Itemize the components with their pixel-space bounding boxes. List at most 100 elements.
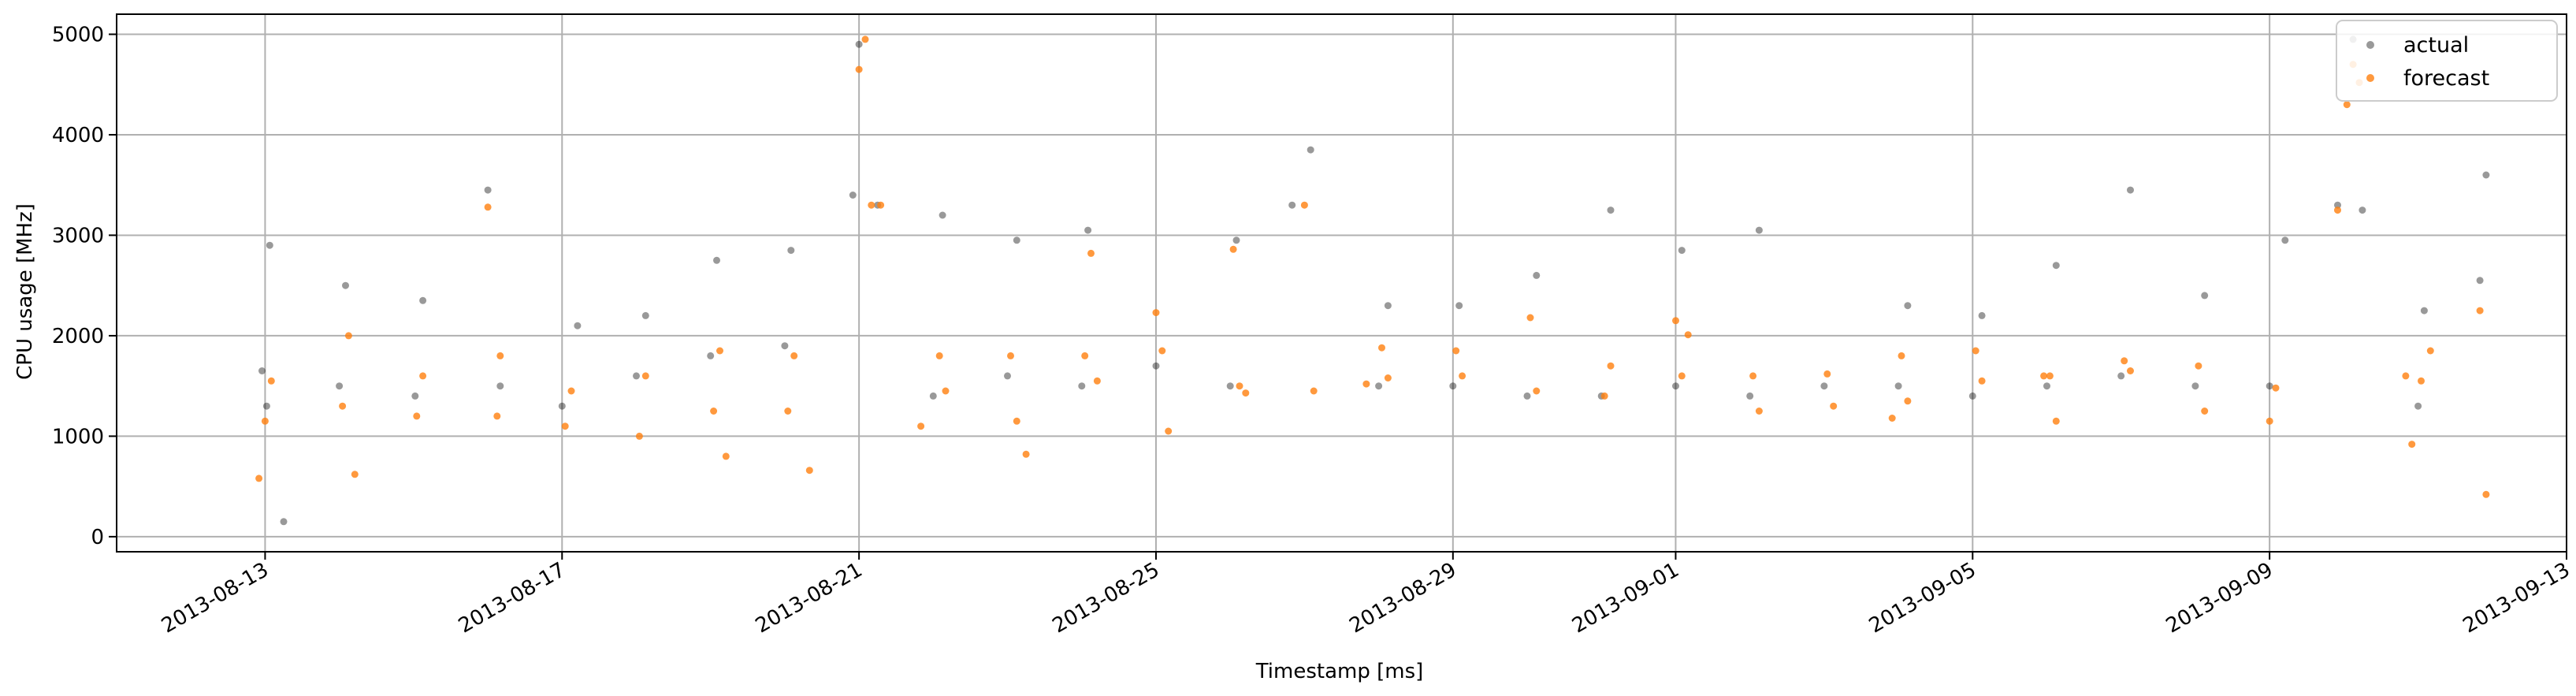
- forecast-point: [1526, 314, 1534, 322]
- actual-point: [484, 186, 492, 194]
- forecast-point: [784, 408, 792, 415]
- forecast-point: [1678, 372, 1686, 380]
- actual-point: [2414, 402, 2422, 410]
- actual-point: [336, 382, 344, 390]
- actual-point: [2420, 307, 2428, 315]
- actual-point: [1384, 302, 1392, 310]
- actual-point: [781, 342, 789, 350]
- y-axis-title: CPU usage [MHz]: [13, 203, 37, 380]
- forecast-point: [710, 408, 718, 415]
- forecast-point: [339, 402, 347, 410]
- actual-point: [1449, 382, 1457, 390]
- forecast-point: [1007, 352, 1014, 359]
- forecast-point: [1229, 245, 1237, 253]
- forecast-point: [641, 372, 649, 380]
- forecast-point: [2482, 490, 2490, 498]
- actual-point: [1746, 392, 1754, 400]
- actual-point: [1978, 311, 1986, 319]
- forecast-point: [1600, 392, 1608, 400]
- forecast-point: [2272, 384, 2280, 392]
- forecast-point: [1972, 347, 1979, 355]
- actual-point: [258, 367, 266, 374]
- actual-point: [2052, 262, 2060, 270]
- forecast-point: [1236, 382, 1243, 390]
- actual-point: [2281, 236, 2289, 244]
- forecast-point: [261, 417, 269, 425]
- actual-point: [558, 402, 566, 410]
- actual-point: [266, 241, 273, 249]
- forecast-point: [2195, 362, 2202, 370]
- actual-point: [1820, 382, 1828, 390]
- y-tick-label: 1000: [52, 425, 104, 448]
- actual-point: [641, 311, 649, 319]
- x-axis-title: Timestamp [ms]: [1255, 660, 1424, 683]
- forecast-point: [1378, 344, 1385, 352]
- actual-point: [1307, 146, 1314, 154]
- forecast-point: [1384, 374, 1392, 381]
- actual-point: [2191, 382, 2199, 390]
- forecast-point: [267, 377, 275, 385]
- forecast-point: [1533, 387, 1541, 395]
- actual-point: [1226, 382, 1234, 390]
- actual-point: [419, 296, 427, 304]
- forecast-point: [2127, 367, 2134, 374]
- legend-actual-label: actual: [2403, 33, 2469, 58]
- actual-point: [713, 256, 720, 264]
- forecast-point: [2418, 377, 2425, 385]
- actual-point: [2117, 372, 2125, 380]
- forecast-point: [2343, 101, 2351, 109]
- forecast-point: [2426, 347, 2434, 355]
- forecast-point: [805, 467, 813, 475]
- forecast-point: [493, 412, 501, 420]
- y-tick-label: 2000: [52, 325, 104, 348]
- legend-forecast-label: forecast: [2403, 66, 2489, 91]
- forecast-point: [1310, 387, 1318, 395]
- data-points: [255, 35, 2490, 526]
- forecast-point: [1093, 377, 1101, 385]
- actual-point: [1607, 207, 1615, 214]
- forecast-point: [351, 471, 359, 478]
- forecast-point: [1165, 427, 1173, 435]
- actual-point: [1523, 392, 1531, 400]
- forecast-point: [1684, 331, 1692, 339]
- forecast-point: [2266, 417, 2273, 425]
- forecast-point: [2121, 357, 2128, 365]
- actual-point: [707, 352, 715, 359]
- actual-point: [1004, 372, 1011, 380]
- legend: actual forecast: [2336, 20, 2558, 102]
- actual-point: [1078, 382, 1086, 390]
- forecast-point: [1022, 450, 1030, 458]
- forecast-point: [2334, 207, 2341, 214]
- actual-point: [1455, 302, 1463, 310]
- actual-point: [2334, 201, 2341, 209]
- forecast-point: [496, 352, 504, 359]
- forecast-point: [1888, 415, 1896, 422]
- forecast-point: [1242, 389, 1250, 397]
- forecast-point: [2408, 441, 2416, 448]
- forecast-point: [413, 412, 421, 420]
- actual-point: [855, 40, 863, 48]
- actual-point: [1968, 392, 1976, 400]
- actual-point: [574, 322, 582, 329]
- forecast-point: [1300, 201, 1308, 209]
- forecast-point: [2052, 417, 2060, 425]
- forecast-point: [344, 332, 352, 340]
- forecast-point: [1152, 309, 1160, 317]
- actual-point: [1755, 226, 1763, 234]
- actual-point: [787, 247, 795, 255]
- forecast-point: [1978, 377, 1986, 385]
- actual-point: [280, 518, 288, 526]
- forecast-point: [255, 475, 263, 482]
- actual-point: [342, 281, 349, 289]
- actual-point: [1533, 271, 1541, 279]
- forecast-point: [567, 387, 575, 395]
- forecast-point: [1459, 372, 1466, 380]
- actual-point: [939, 211, 946, 219]
- actual-point: [496, 382, 504, 390]
- actual-point: [2266, 382, 2273, 390]
- forecast-point: [1755, 408, 1763, 415]
- forecast-point: [2476, 307, 2484, 315]
- legend-box: [2336, 20, 2558, 102]
